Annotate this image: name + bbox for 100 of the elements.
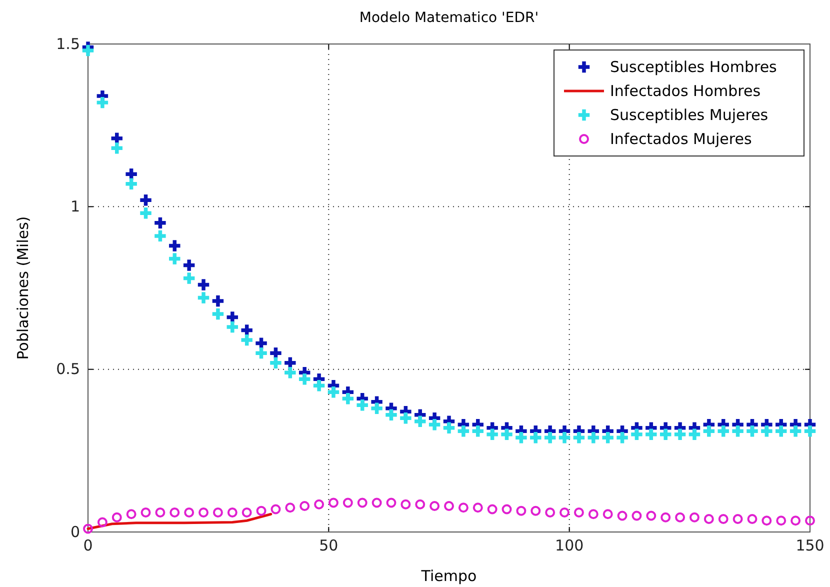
point (256, 506, 266, 516)
point (544, 432, 556, 444)
point (241, 324, 252, 336)
point (602, 509, 613, 520)
point (688, 428, 700, 440)
point (227, 508, 238, 518)
point (516, 432, 527, 444)
point (414, 416, 426, 427)
point (328, 386, 340, 398)
point (732, 514, 743, 524)
point (111, 132, 122, 144)
point (616, 432, 628, 444)
point (140, 208, 152, 219)
point (718, 426, 729, 437)
point (428, 419, 440, 430)
point (96, 96, 108, 108)
point (430, 500, 440, 511)
point (790, 426, 802, 437)
point (530, 506, 541, 516)
point (284, 366, 296, 378)
y-tick-label: 0.5 (56, 360, 80, 378)
y-axis-title: Poblaciones (Miles) (14, 216, 32, 360)
point (660, 512, 671, 522)
point (602, 432, 614, 444)
point (241, 334, 252, 346)
point (472, 502, 483, 513)
point (516, 506, 526, 516)
point (558, 432, 570, 444)
point (313, 380, 325, 392)
y-tick-label: 1.5 (56, 34, 80, 53)
point (502, 504, 512, 514)
y-tick-label: 1 (70, 197, 80, 216)
point (140, 194, 152, 206)
point (256, 338, 267, 349)
point (169, 240, 180, 252)
point (646, 510, 656, 521)
point (762, 516, 772, 526)
point (400, 499, 411, 510)
point (588, 432, 600, 444)
point (573, 432, 585, 444)
x-tick-label: 100 (555, 536, 584, 555)
point (328, 498, 338, 508)
point (111, 142, 122, 154)
point (472, 426, 484, 437)
point (126, 168, 137, 180)
point (444, 500, 454, 511)
point (704, 514, 714, 524)
point (790, 516, 801, 526)
point (300, 500, 310, 511)
point (747, 514, 758, 524)
y-tick-label: 0 (70, 522, 80, 541)
point (761, 426, 772, 437)
point (126, 509, 136, 520)
point (126, 178, 137, 190)
point (631, 428, 642, 440)
point (183, 272, 195, 284)
point (486, 428, 498, 440)
point (298, 373, 310, 385)
legend-label: Infectados Hombres (610, 82, 761, 100)
point (400, 412, 412, 424)
point (588, 509, 598, 520)
point (356, 400, 368, 411)
point (718, 514, 728, 524)
point (212, 508, 223, 518)
point (530, 432, 542, 444)
point (674, 428, 686, 440)
point (154, 230, 166, 242)
point (184, 508, 194, 518)
point (660, 428, 672, 440)
point (270, 347, 282, 359)
point (169, 253, 180, 264)
point (776, 426, 787, 437)
point (386, 498, 396, 508)
point (501, 428, 512, 440)
point (443, 422, 455, 434)
x-axis-title: Tiempo (420, 567, 477, 585)
point (632, 510, 642, 521)
point (732, 426, 744, 437)
point (776, 516, 786, 526)
point (560, 508, 570, 518)
legend-label: Susceptibles Hombres (610, 58, 778, 76)
point (458, 502, 468, 513)
point (314, 499, 324, 510)
point (242, 508, 252, 518)
point (83, 524, 93, 534)
point (574, 508, 584, 518)
point (270, 357, 282, 368)
point (226, 321, 238, 333)
point (198, 508, 209, 518)
point (183, 260, 195, 271)
x-tick-label: 0 (83, 536, 93, 555)
point (97, 517, 108, 528)
point (487, 504, 498, 514)
line-series (86, 512, 272, 530)
point (154, 217, 166, 229)
point (415, 499, 426, 510)
point (646, 428, 657, 440)
point (198, 279, 210, 290)
point (82, 44, 94, 56)
point (372, 498, 382, 508)
